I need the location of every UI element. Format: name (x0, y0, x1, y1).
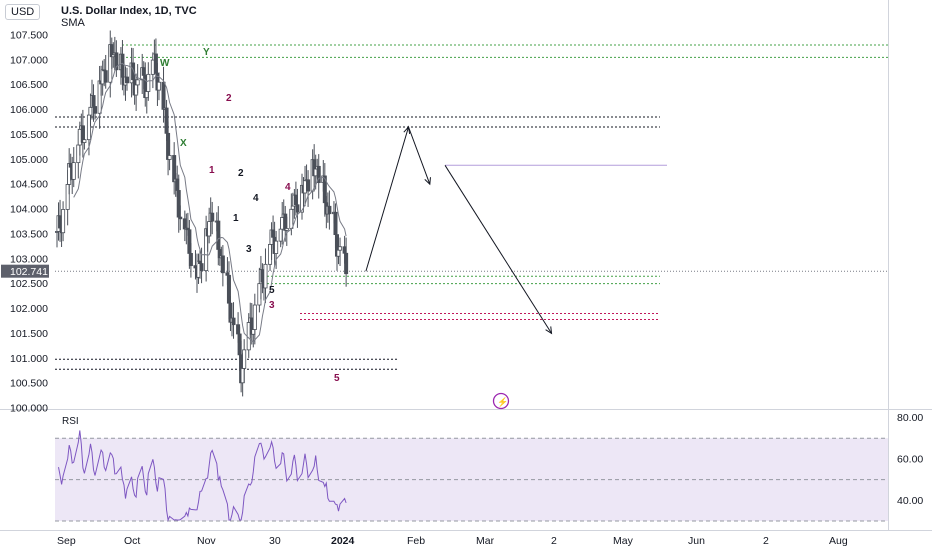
candle[interactable] (146, 73, 151, 92)
last-price-label: 102.741 (10, 266, 48, 278)
price-tick-label: 103.000 (10, 253, 48, 265)
candle[interactable] (167, 155, 172, 160)
replay-icon-glyph: ⚡ (497, 396, 508, 408)
candle[interactable] (61, 209, 66, 234)
candle[interactable] (210, 212, 215, 222)
candle[interactable] (306, 179, 311, 192)
time-tick-label: 2 (763, 535, 769, 547)
price-tick-label: 104.000 (10, 204, 48, 216)
time-tick-label: Nov (197, 535, 216, 547)
candle[interactable] (93, 106, 98, 114)
rsi-line (58, 430, 347, 522)
wave-label: 3 (269, 300, 275, 311)
time-tick-label: May (613, 535, 634, 547)
time-tick-label: Jun (688, 535, 705, 547)
price-tick-label: 101.000 (10, 353, 48, 365)
price-tick-label: 103.500 (10, 228, 48, 240)
wave-label: 2 (238, 168, 244, 179)
candle[interactable] (124, 76, 129, 84)
projection-path-up (365, 125, 431, 272)
time-tick-label: 2 (551, 535, 557, 547)
indicator-label[interactable]: SMA (61, 17, 85, 29)
candle[interactable] (338, 246, 343, 251)
candle[interactable] (274, 240, 279, 254)
symbol-title: U.S. Dollar Index, 1D, TVC (61, 5, 197, 17)
price-tick-label: 102.500 (10, 278, 48, 290)
candle[interactable] (242, 349, 247, 369)
projection-path-down (444, 165, 552, 334)
time-tick-label: Feb (407, 535, 425, 547)
replay-icon[interactable] (492, 392, 510, 410)
candle[interactable] (156, 81, 161, 91)
rsi-tick-label: 40.00 (897, 495, 923, 507)
rsi-tick-label: 80.00 (897, 412, 923, 424)
wave-label: 3 (246, 244, 252, 255)
price-tick-label: 100.000 (10, 403, 48, 415)
time-tick-label: 30 (269, 535, 281, 547)
wave-label: Y (203, 47, 210, 58)
price-tick-label: 102.000 (10, 303, 48, 315)
candle[interactable] (188, 253, 193, 267)
price-tick-label: 104.500 (10, 179, 48, 191)
candle[interactable] (263, 263, 268, 289)
price-tick-label: 106.500 (10, 79, 48, 91)
candle[interactable] (71, 162, 76, 180)
candle[interactable] (114, 52, 119, 71)
rsi-label[interactable]: RSI (62, 416, 79, 427)
arrow-head (545, 326, 553, 335)
price-tick-label: 101.500 (10, 328, 48, 340)
candle[interactable] (220, 255, 225, 274)
candle[interactable] (199, 263, 204, 272)
candle[interactable] (284, 228, 289, 231)
candle[interactable] (327, 205, 332, 215)
time-tick-label: Mar (476, 535, 495, 547)
candle[interactable] (252, 304, 257, 330)
candle[interactable] (82, 139, 87, 143)
candle[interactable] (316, 165, 321, 184)
candle[interactable] (103, 70, 108, 83)
price-tick-label: 107.000 (10, 54, 48, 66)
price-tick-label: 105.000 (10, 154, 48, 166)
wave-label: X (180, 138, 187, 149)
currency-button[interactable]: USD (5, 4, 41, 20)
wave-label: 5 (334, 373, 340, 384)
arrow-head (403, 125, 411, 134)
price-tick-label: 106.000 (10, 104, 48, 116)
candle[interactable] (295, 204, 300, 213)
time-tick-label: Aug (829, 535, 848, 547)
rsi-tick-label: 60.00 (897, 453, 923, 465)
time-tick-label: Sep (57, 535, 76, 547)
wave-label: 4 (253, 193, 259, 204)
last-price-box (1, 264, 49, 278)
wave-label: W (160, 58, 170, 69)
price-tick-label: 107.500 (10, 30, 48, 42)
sma-line (73, 62, 347, 343)
time-tick-label: 2024 (331, 535, 355, 547)
time-tick-label: Oct (124, 535, 140, 547)
price-tick-label: 105.500 (10, 129, 48, 141)
wave-label: 2 (226, 93, 232, 104)
wave-label: 4 (285, 182, 291, 193)
candle[interactable] (178, 216, 183, 220)
candle[interactable] (135, 79, 140, 86)
price-tick-label: 100.500 (10, 378, 48, 390)
wave-label: 5 (269, 285, 275, 296)
wave-label: 1 (233, 213, 239, 224)
wave-label: 1 (209, 165, 215, 176)
arrow-head (424, 177, 431, 186)
candle[interactable] (344, 252, 349, 275)
candle[interactable] (231, 317, 236, 326)
